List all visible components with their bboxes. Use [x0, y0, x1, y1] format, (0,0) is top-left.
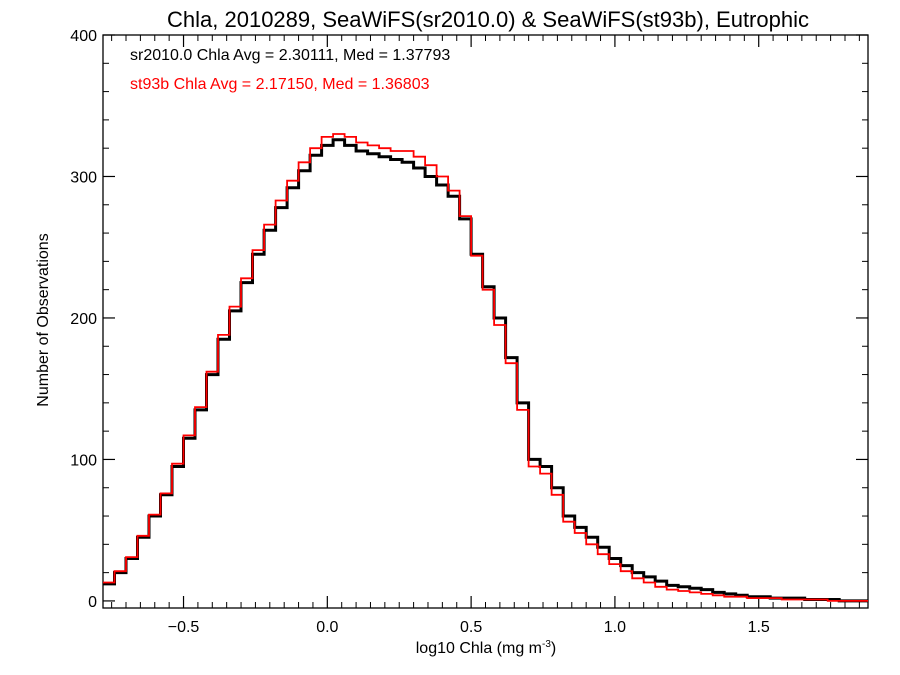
- annotation-sr2010: sr2010.0 Chla Avg = 2.30111, Med = 1.377…: [130, 47, 450, 64]
- histogram-series-1: [103, 133, 868, 602]
- annotation-st93b: st93b Chla Avg = 2.17150, Med = 1.36803: [130, 76, 430, 93]
- x-tick-label: 0.0: [316, 619, 338, 636]
- chart-title: Chla, 2010289, SeaWiFS(sr2010.0) & SeaWi…: [167, 7, 809, 32]
- x-axis-label-main: log10 Chla (mg m: [416, 640, 542, 657]
- series-group: [103, 133, 868, 603]
- axes-frame: [102, 34, 869, 609]
- x-tick-label: 1.5: [748, 619, 770, 636]
- y-tick-label: 100: [70, 452, 97, 469]
- x-tick-label: 0.5: [460, 619, 482, 636]
- axis-tick-labels: −0.5 0.0 0.5 1.0 1.5 0 100 200 300 400: [70, 28, 770, 636]
- plot-frame: [102, 34, 869, 609]
- y-axis-label: Number of Observations: [35, 233, 52, 406]
- x-tick-label: 1.0: [604, 619, 626, 636]
- y-tick-label: 200: [70, 311, 97, 328]
- x-tick-label: −0.5: [168, 619, 200, 636]
- x-axis-label: log10 Chla (mg m-3): [416, 639, 557, 657]
- y-tick-label: 400: [70, 28, 97, 45]
- axis-ticks: [103, 34, 868, 608]
- x-axis-label-suffix: ): [551, 640, 556, 657]
- y-tick-label: 300: [70, 169, 97, 186]
- x-axis-label-superscript: -3: [542, 639, 551, 650]
- y-tick-label: 0: [88, 594, 97, 611]
